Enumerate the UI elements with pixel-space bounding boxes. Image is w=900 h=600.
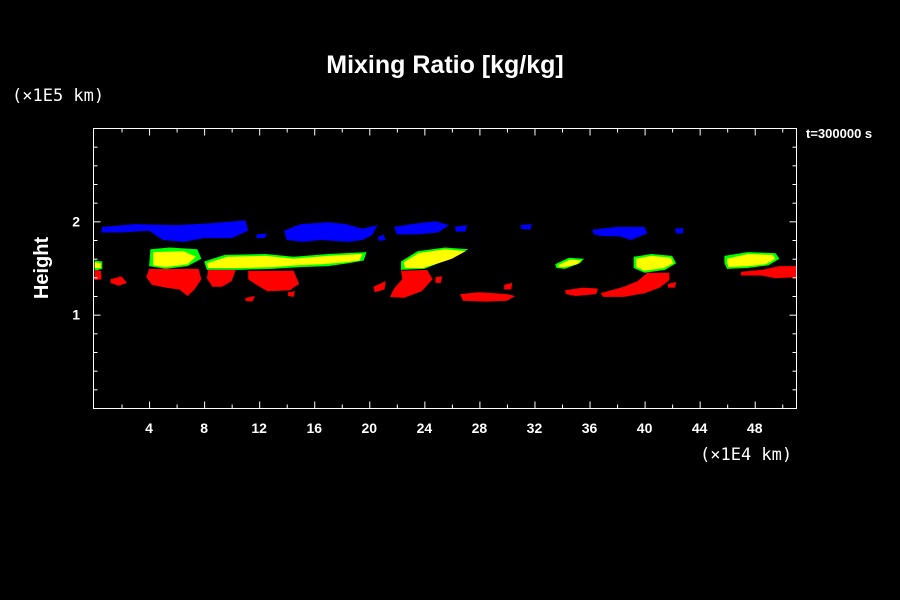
region-blue-3	[377, 234, 386, 241]
region-yellow-10	[94, 262, 101, 268]
x-unit-label: (×1E4 km)	[700, 445, 792, 465]
x-tick-label: 36	[582, 420, 598, 436]
region-yellow-16	[403, 249, 466, 268]
region-red-37	[668, 282, 677, 288]
x-tick-label: 8	[200, 420, 208, 436]
x-tick-label: 24	[417, 420, 433, 436]
time-label: t=300000 s	[806, 126, 872, 141]
y-axis-label: Height	[31, 237, 53, 300]
x-tick-label: 16	[306, 420, 322, 436]
region-blue-8	[674, 227, 684, 234]
region-red-28	[248, 270, 300, 292]
region-red-36	[600, 272, 670, 297]
region-yellow-14	[206, 254, 363, 268]
region-blue-2	[284, 222, 378, 242]
plot-frame	[93, 128, 797, 409]
x-tick-label: 4	[145, 420, 153, 436]
region-blue-4	[394, 221, 450, 235]
y-tick-label: 2	[72, 213, 80, 229]
region-yellow-20	[636, 255, 674, 271]
y-tick-label: 1	[72, 307, 80, 323]
region-red-33	[460, 292, 516, 302]
x-tick-label: 32	[527, 420, 543, 436]
x-tick-label: 40	[637, 420, 653, 436]
x-tick-label: 12	[251, 420, 267, 436]
region-red-34	[504, 282, 513, 290]
region-blue-7	[592, 226, 648, 240]
chart-title: Mixing Ratio [kg/kg]	[326, 51, 564, 79]
y-unit-label: (×1E5 km)	[12, 86, 104, 106]
region-red-35	[564, 287, 598, 296]
region-red-26	[206, 269, 236, 287]
region-blue-6	[520, 224, 532, 230]
x-tick-label: 28	[472, 420, 488, 436]
x-tick-label: 20	[362, 420, 378, 436]
region-red-25	[146, 268, 202, 296]
region-yellow-18	[557, 259, 582, 268]
region-red-29	[288, 291, 295, 297]
region-red-30	[373, 281, 386, 293]
region-blue-1	[256, 233, 268, 239]
region-yellow-12	[153, 251, 196, 268]
x-tick-label: 48	[747, 420, 763, 436]
region-red-32	[435, 276, 443, 283]
region-red-24	[110, 276, 127, 286]
region-red-38	[740, 266, 796, 279]
axis-ticks	[93, 128, 797, 409]
field-regions	[94, 220, 796, 302]
region-red-27	[245, 296, 255, 302]
region-red-23	[94, 269, 102, 281]
region-red-31	[389, 269, 433, 298]
region-blue-0	[100, 220, 249, 242]
region-yellow-22	[727, 254, 776, 268]
x-tick-label: 44	[692, 420, 708, 436]
region-blue-5	[454, 225, 467, 232]
